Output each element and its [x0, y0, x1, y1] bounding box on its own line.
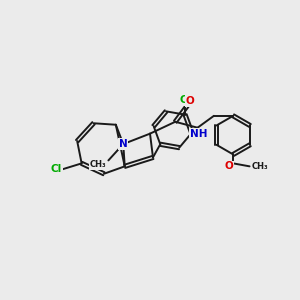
Text: O: O	[224, 161, 233, 171]
Text: N: N	[119, 139, 128, 149]
Text: CH₃: CH₃	[252, 162, 268, 171]
Text: Cl: Cl	[51, 164, 62, 174]
Text: CH₃: CH₃	[90, 160, 106, 169]
Text: NH: NH	[190, 129, 208, 139]
Text: O: O	[186, 96, 194, 106]
Text: Cl: Cl	[179, 95, 191, 105]
